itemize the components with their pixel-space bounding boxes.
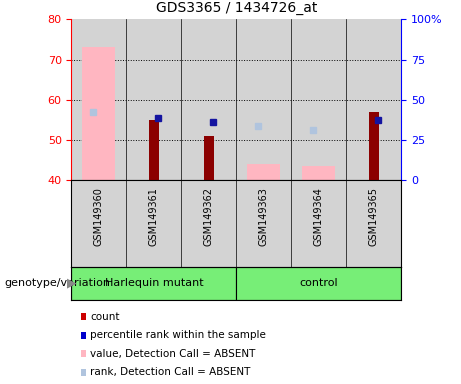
Text: GSM149365: GSM149365 [369,187,378,247]
Bar [204,136,214,180]
Text: GSM149363: GSM149363 [259,187,269,246]
Text: count: count [90,312,120,322]
Title: GDS3365 / 1434726_at: GDS3365 / 1434726_at [155,2,317,15]
Bar [247,164,280,180]
Bar [236,267,401,300]
Bar [302,166,335,180]
Bar [83,47,115,180]
Bar [369,112,378,180]
Text: Harlequin mutant: Harlequin mutant [105,278,203,288]
Text: percentile rank within the sample: percentile rank within the sample [90,330,266,340]
Text: ▶: ▶ [67,276,77,290]
Text: GSM149360: GSM149360 [94,187,104,246]
Bar [149,120,159,180]
Text: GSM149361: GSM149361 [149,187,159,246]
Text: genotype/variation: genotype/variation [5,278,111,288]
Text: rank, Detection Call = ABSENT: rank, Detection Call = ABSENT [90,367,251,377]
Text: GSM149364: GSM149364 [313,187,324,246]
Text: control: control [299,278,338,288]
Text: GSM149362: GSM149362 [204,187,214,247]
Bar [71,267,236,300]
Text: value, Detection Call = ABSENT: value, Detection Call = ABSENT [90,349,256,359]
